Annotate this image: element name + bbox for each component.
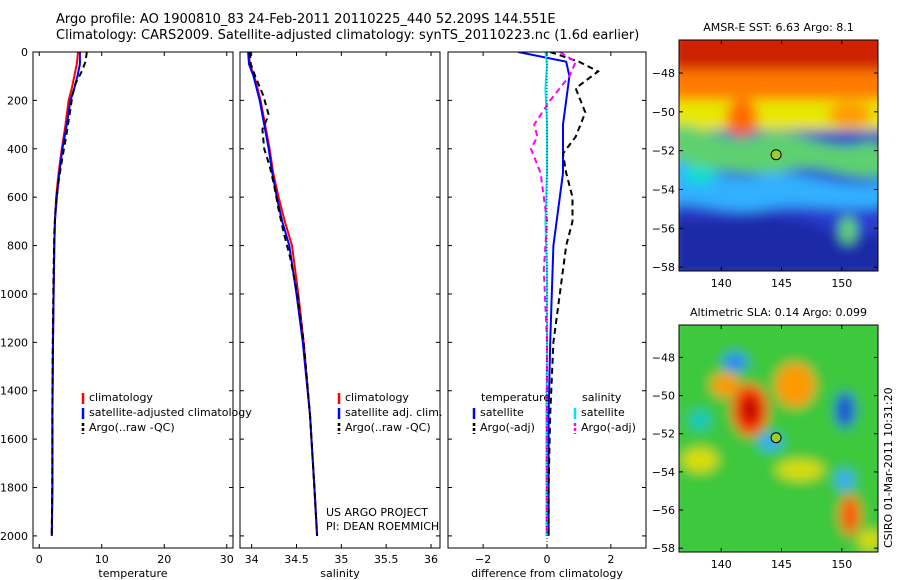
difference-xtick-label: 0 [544, 553, 551, 566]
sst-map-title: AMSR-E SST: 6.63 Argo: 8.1 [703, 21, 854, 34]
sst-map-xtick-label: 140 [711, 277, 732, 290]
difference-series-1 [547, 52, 600, 536]
salinity-xtick-label: 36 [424, 553, 438, 566]
salinity-xtick-label: 34.5 [284, 553, 309, 566]
sst-map-argo-marker [770, 149, 782, 161]
figure-title-line2: Climatology: CARS2009. Satellite-adjuste… [56, 28, 640, 43]
depth-tick-label: 0 [21, 46, 28, 59]
sla-map-ytick-label: −50 [652, 390, 675, 403]
salinity-axes-frame [239, 51, 441, 549]
depth-tick-label: 2000 [0, 530, 28, 543]
sst-map-frame [678, 39, 879, 272]
salinity-xtick-label: 35.5 [374, 553, 399, 566]
sst-map-xtick-label: 145 [771, 277, 792, 290]
salinity-series-0 [248, 52, 319, 536]
sla-map-ytick-label: −58 [652, 542, 675, 555]
temperature-series-2 [50, 52, 88, 536]
temperature-xlabel: temperature [98, 567, 167, 580]
diff-legend-2-label: satellite [581, 406, 625, 419]
temperature-xtick-label: 30 [220, 553, 234, 566]
pi-annotation: PI: DEAN ROEMMICH [326, 520, 439, 533]
side-timestamp: CSIRO 01-Mar-2011 10:31:20 [882, 387, 895, 548]
difference-xlabel: difference from climatology [471, 567, 623, 580]
sla-map-frame [678, 324, 879, 553]
temp-legend-0-label: climatology [89, 391, 153, 404]
sla-map-ytick-label: −52 [652, 428, 675, 441]
sst-map-ytick-label: −48 [652, 67, 675, 80]
depth-tick-label: 400 [7, 143, 28, 156]
sla-map-ytick-label: −48 [652, 351, 675, 364]
temperature-series-0 [50, 52, 79, 536]
difference-xtick-label: −2 [475, 553, 491, 566]
depth-tick-label: 1200 [0, 336, 28, 349]
temp-legend-1-label: satellite-adjusted climatology [89, 406, 252, 419]
sst-map-ytick-label: −54 [652, 183, 675, 196]
sal-legend-2-label: Argo(..raw -QC) [345, 421, 431, 434]
sla-map-xtick-label: 150 [831, 558, 852, 571]
salinity-xtick-label: 34 [245, 553, 259, 566]
temperature-xtick-label: 20 [157, 553, 171, 566]
sst-map-xtick-label: 150 [831, 277, 852, 290]
salinity-xtick-label: 35 [334, 553, 348, 566]
temperature-xtick-label: 0 [36, 553, 43, 566]
diff-legend-temp-title: temperature [481, 391, 550, 404]
sst-heatmap-field [679, 40, 878, 271]
sst-map-ytick-label: −52 [652, 145, 675, 158]
depth-tick-label: 200 [7, 94, 28, 107]
depth-tick-label: 600 [7, 191, 28, 204]
diff-legend-0-label: satellite [480, 406, 524, 419]
difference-series-3 [529, 52, 577, 536]
sla-map-title: Altimetric SLA: 0.14 Argo: 0.099 [690, 306, 867, 319]
salinity-xlabel: salinity [320, 567, 360, 580]
diff-legend-3-label: Argo(-adj) [581, 421, 636, 434]
depth-tick-label: 1600 [0, 433, 28, 446]
sal-legend-1-label: satellite adj. clim. [345, 406, 442, 419]
depth-tick-label: 1800 [0, 482, 28, 495]
sla-map-xtick-label: 140 [711, 558, 732, 571]
temperature-axes-frame [32, 51, 234, 549]
diff-legend-sal-title: salinity [582, 391, 622, 404]
sal-legend-0-label: climatology [345, 391, 409, 404]
sla-map-argo-marker [770, 432, 782, 444]
sst-map-ytick-label: −50 [652, 106, 675, 119]
depth-tick-label: 1400 [0, 385, 28, 398]
sst-map-ytick-label: −56 [652, 222, 675, 235]
temp-legend-2-label: Argo(..raw -QC) [89, 421, 175, 434]
sla-map-xtick-label: 145 [771, 558, 792, 571]
sla-map-ytick-label: −54 [652, 466, 675, 479]
project-annotation: US ARGO PROJECT [326, 506, 428, 519]
depth-tick-label: 800 [7, 240, 28, 253]
temperature-series-1 [50, 52, 81, 536]
difference-series-0 [518, 52, 571, 536]
salinity-series-2 [248, 52, 319, 536]
difference-xtick-label: 2 [607, 553, 614, 566]
temperature-xtick-label: 10 [95, 553, 109, 566]
figure-title-line1: Argo profile: AO 1900810_83 24-Feb-2011 … [56, 12, 556, 27]
sst-map-ytick-label: −58 [652, 261, 675, 274]
sla-map-ytick-label: −56 [652, 504, 675, 517]
diff-legend-1-label: Argo(-adj) [480, 421, 535, 434]
depth-tick-label: 1000 [0, 288, 28, 301]
salinity-series-1 [247, 52, 319, 536]
